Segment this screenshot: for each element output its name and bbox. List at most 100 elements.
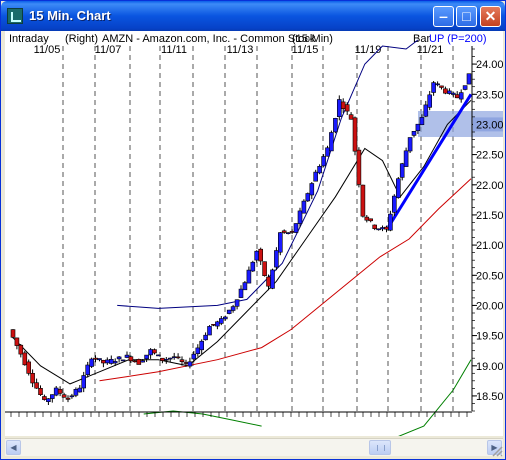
candle-body (38, 387, 43, 395)
candle-body (274, 250, 279, 268)
bar-type-label: Bar (413, 33, 430, 45)
candle-body (399, 163, 405, 178)
candle-body (285, 232, 291, 234)
candle-body (388, 213, 393, 231)
candle-body (372, 224, 378, 230)
candle-body (462, 85, 468, 90)
candle-body (219, 318, 224, 324)
scale-side-label: (Right) (65, 33, 98, 45)
resize-grip-icon[interactable] (491, 445, 503, 457)
y-tick-label: 21.50 (476, 210, 503, 222)
candle-body (179, 359, 185, 363)
price-highlight-label: 23.00 (476, 119, 503, 131)
candle-body (246, 269, 252, 284)
candle-body (281, 230, 287, 233)
candle-body (258, 248, 263, 262)
candle-body (152, 349, 157, 354)
candle-body (109, 358, 114, 364)
chart-app-icon[interactable] (7, 8, 23, 24)
candle-body (340, 101, 346, 110)
close-icon: ✕ (484, 8, 497, 24)
candle-body (116, 356, 122, 360)
candle-body (175, 356, 181, 359)
maximize-button[interactable]: □ (456, 6, 477, 27)
candle-body (380, 227, 385, 230)
x-tick-label: 11/21 (417, 44, 444, 56)
candle-body (431, 82, 436, 93)
candle-body (238, 288, 244, 298)
candle-body (34, 382, 39, 389)
candle-body (439, 85, 444, 88)
scroll-right-arrow-icon: ▶ (491, 443, 498, 452)
candle-body (148, 349, 153, 356)
minimize-icon: ‒ (439, 8, 448, 24)
candle-body (77, 387, 83, 393)
candle-body (336, 99, 342, 118)
candle-body (423, 104, 429, 117)
candle-body (10, 329, 16, 338)
candle-body (391, 195, 397, 213)
candle-body (49, 394, 55, 399)
title-bar[interactable]: 15 Min. Chart ‒ □ ✕ (1, 1, 505, 31)
x-tick-label: 11/19 (355, 44, 382, 56)
candle-body (85, 364, 90, 375)
candle-body (427, 94, 433, 108)
candle-body (364, 216, 370, 221)
chart-interval-label: (15-Min) (292, 33, 333, 45)
candle-body (443, 88, 448, 94)
trend-indicator-label: UP (P=200) (429, 33, 487, 45)
candle-body (81, 375, 86, 389)
candle-body (368, 218, 374, 222)
candle-body (305, 193, 311, 202)
candle-body (195, 347, 201, 354)
horizontal-scrollbar[interactable]: ◀ ▶ (5, 438, 503, 456)
candle-body (128, 356, 134, 362)
close-button[interactable]: ✕ (480, 6, 501, 27)
candle-body (329, 132, 334, 152)
x-tick-label: 11/11 (161, 44, 187, 56)
candle-body (207, 326, 212, 336)
window-title: 15 Min. Chart (29, 8, 111, 23)
candle-body (14, 337, 20, 346)
y-tick-label: 21.00 (476, 240, 503, 252)
candle-body (348, 114, 354, 120)
candle-body (293, 223, 299, 233)
price-chart[interactable]: Intraday (Right) AMZN - Amazon.com, Inc.… (5, 31, 504, 439)
candle-body (230, 306, 236, 311)
candle-body (26, 361, 32, 374)
candle-body (317, 166, 322, 174)
x-tick-label: 11/15 (292, 44, 319, 56)
candle-body (167, 357, 173, 360)
candle-body (164, 358, 169, 361)
y-tick-label: 23.50 (476, 89, 503, 101)
candle-body (333, 118, 338, 133)
chart-canvas[interactable]: Intraday (Right) AMZN - Amazon.com, Inc.… (5, 31, 504, 439)
y-tick-label: 22.50 (476, 150, 503, 162)
candle-body (46, 398, 51, 403)
candle-body (124, 354, 130, 358)
y-tick-label: 20.50 (476, 270, 503, 282)
candle-body (234, 299, 240, 307)
candle-body (187, 361, 193, 367)
minimize-button[interactable]: ‒ (433, 6, 454, 27)
indicator-line (394, 359, 472, 439)
candle-body (435, 83, 440, 86)
symbol-description: AMZN - Amazon.com, Inc. - Common Stock (102, 33, 316, 45)
candle-body (69, 395, 75, 398)
candle-body (466, 73, 472, 85)
candle-body (254, 250, 259, 261)
scroll-left-button[interactable]: ◀ (6, 440, 21, 455)
candle-body (65, 397, 71, 400)
candle-body (301, 200, 307, 214)
candle-body (160, 357, 165, 361)
x-tick-label: 11/07 (95, 44, 122, 56)
candle-body (132, 360, 138, 363)
candle-body (136, 358, 142, 365)
candle-body (199, 340, 204, 351)
candle-body (309, 183, 315, 196)
candle-body (144, 354, 149, 360)
candle-body (61, 394, 67, 398)
scroll-thumb[interactable] (369, 440, 391, 455)
candle-body (297, 210, 303, 224)
